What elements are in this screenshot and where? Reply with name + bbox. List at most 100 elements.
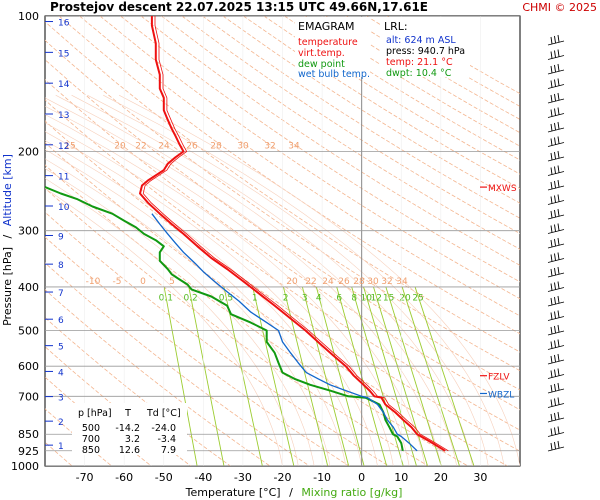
adiabat-label: 32 [264, 141, 275, 151]
pressure-tick-label: 200 [18, 145, 39, 158]
altitude-tick-label: 9 [58, 232, 64, 242]
wind-barb-flag [550, 65, 553, 74]
table-row: 850 12.6 7.9 [82, 445, 176, 456]
table-cell: 3.2 [125, 434, 140, 445]
mixing-ratio-label: 4 [316, 293, 322, 303]
wind-barb-flag [557, 368, 560, 376]
series-layer [45, 16, 449, 452]
table-cell: 850 [82, 445, 100, 456]
wind-barb-flag [557, 78, 560, 86]
adiabat-label: 32 [381, 277, 392, 287]
wind-barb-flag [554, 282, 556, 290]
wind-barb-flag [557, 426, 560, 434]
wind-barb-staff [547, 156, 565, 162]
mixing-ratio-label: 12 [370, 293, 381, 303]
wind-barb-flag [554, 79, 556, 87]
wind-barb-flag [554, 383, 556, 392]
wind-barb-flag [557, 179, 560, 188]
mixing-ratio-line [163, 286, 198, 466]
wind-barb-flag [557, 223, 560, 231]
moist-adiabat-line [55, 94, 457, 466]
mixing-ratio-line [315, 286, 365, 466]
svg-text:Pressure [hPa] / A: Pressure [hPa] / Altitude [km] [1, 154, 14, 326]
lrl-dewpoint: dwpt: 10.4 °C [386, 68, 452, 79]
moist-adiabat-line [103, 94, 505, 466]
x-axis-label-mixing: Mixing ratio [g/kg] [301, 486, 402, 499]
legend-virt-temp: virt.temp. [298, 48, 345, 59]
y-axis-label-altitude: Altitude [km] [1, 154, 14, 226]
adiabat-label: -10 [86, 277, 101, 287]
wind-barb-flag [557, 411, 560, 420]
wind-barb-flag [550, 152, 553, 161]
altitude-tick-label: 8 [58, 261, 64, 271]
mixing-ratio-line [363, 286, 417, 466]
altitude-tick-label: 15 [58, 49, 69, 59]
y-axis-label: Pressure [hPa] [1, 247, 14, 326]
wind-barb-staff [547, 171, 565, 176]
y-axis-title: Pressure [hPa] / Altitude [km] [1, 154, 14, 326]
altitude-tick-label: 10 [58, 203, 70, 213]
mixing-ratio-line [414, 286, 475, 466]
level-label: WBZL [488, 390, 514, 400]
pressure-tick-label: 500 [18, 325, 39, 338]
altitude-tick-label: 4 [58, 368, 64, 378]
legend-box [295, 17, 370, 77]
moist-adiabat-line [45, 168, 315, 466]
wind-barb-flag [550, 36, 553, 45]
wind-barb-staff [547, 345, 565, 350]
mixing-ratio-line [301, 286, 350, 466]
altitude-tick-label: 1 [58, 442, 64, 452]
wind-barb-flag [550, 51, 553, 59]
wind-barb-flag [557, 34, 560, 43]
altitude-tick-label: 12 [58, 142, 69, 152]
adiabat-label: 24 [322, 277, 334, 287]
mixing-ratio-label: 10 [361, 293, 373, 303]
legend-wet-bulb: wet bulb temp. [298, 69, 370, 80]
wind-barb-flag [554, 441, 556, 450]
moist-adiabat-line [45, 97, 442, 466]
wind-barb-flag [550, 94, 553, 103]
wind-barb-flag [557, 165, 560, 173]
wind-barb-flag [557, 107, 560, 115]
dry-adiabat-line [161, 16, 520, 250]
wind-barb-flag [554, 224, 556, 232]
wind-barb-flag [550, 109, 553, 117]
wind-barb-flag [554, 50, 556, 58]
wind-barb-flag [554, 369, 556, 377]
dry-adiabat-line [45, 142, 508, 466]
temperature-tick-label: -70 [76, 471, 94, 484]
mixing-ratio-label: 0.2 [183, 293, 197, 303]
temperature-tick-label: 10 [394, 471, 408, 484]
adiabat-label: 26 [338, 277, 350, 287]
wind-barb-staff [547, 229, 565, 234]
altitude-tick-label: 3 [58, 394, 64, 404]
wind-barb-flag [554, 195, 556, 203]
legend-dew-point: dew point [298, 59, 345, 70]
temperature-tick-label: -20 [274, 471, 292, 484]
temperature-tick-label: -50 [155, 471, 173, 484]
wind-barb-staff [547, 113, 565, 118]
moist-adiabat-line [45, 140, 362, 466]
wind-barb-flag [554, 166, 556, 174]
wind-barb-flag [557, 49, 560, 57]
wind-barb-staff [547, 214, 565, 220]
lrl-altitude: alt: 624 m ASL [386, 35, 456, 46]
adiabat-label: 15 [64, 141, 75, 151]
wind-barb-flag [557, 194, 560, 202]
wind-barb-flag [557, 266, 560, 275]
wind-barb-flag [550, 442, 553, 451]
table-cell: -3.4 [157, 434, 176, 445]
wind-barb-flag [550, 312, 553, 320]
moist-adiabat-line [45, 188, 283, 466]
pressure-tick-label: 1000 [11, 460, 39, 473]
dry-adiabat-line [45, 99, 520, 431]
altitude-tick-label: 13 [58, 111, 69, 121]
adiabat-label: 30 [237, 141, 249, 151]
mixing-ratio-label: 15 [383, 293, 394, 303]
table-header-temp: T [124, 408, 131, 419]
wind-barb-flag [554, 93, 556, 102]
pressure-tick-label: 600 [18, 360, 39, 373]
wind-barb-flag [550, 326, 553, 335]
temperature-tick-label: 20 [434, 471, 448, 484]
wind-barb-flag [550, 399, 553, 407]
